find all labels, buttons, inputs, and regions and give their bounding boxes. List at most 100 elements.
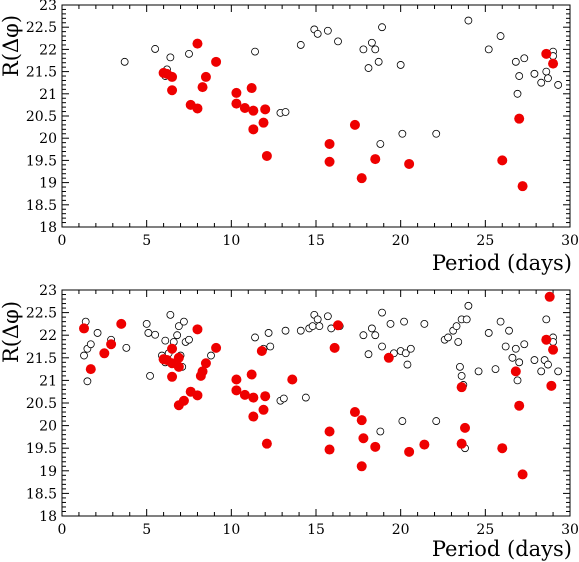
filled-data-point <box>260 104 271 115</box>
open-data-point <box>315 322 324 331</box>
filled-data-point <box>541 334 552 345</box>
filled-data-point <box>231 87 242 98</box>
open-data-point <box>296 41 305 49</box>
filled-data-point <box>548 344 559 355</box>
filled-data-point <box>85 364 96 375</box>
filled-data-point <box>167 85 178 96</box>
filled-data-point <box>248 392 259 403</box>
y-tick-label: 20.5 <box>26 109 57 125</box>
filled-data-point <box>106 339 117 350</box>
open-data-point <box>457 371 466 380</box>
open-data-point <box>511 57 520 66</box>
y-tick-label: 18.5 <box>26 486 57 502</box>
filled-data-point <box>497 443 508 454</box>
open-data-point <box>281 108 290 116</box>
x-tick-label: 15 <box>307 522 325 538</box>
open-data-point <box>161 336 170 345</box>
filled-data-point <box>192 38 203 49</box>
bottom-scatter-panel: 0 5 10 15 20 25 30 18 18.5 19 19.5 20 20.5 21 21.5 22 22… <box>0 283 579 561</box>
filled-data-point <box>356 461 367 472</box>
filled-data-point <box>116 318 127 329</box>
filled-data-point <box>192 324 203 335</box>
y-tick-label: 21 <box>39 373 57 389</box>
open-data-point <box>173 331 182 340</box>
top-axis-ticks: 0 5 10 15 20 25 30 18 18.5 19 19.5 20 20.5 21 21.5 22 22… <box>26 0 579 249</box>
x-tick-label: 0 <box>58 522 67 538</box>
y-tick-label: 19 <box>39 464 57 480</box>
open-data-point <box>80 351 88 360</box>
filled-data-point <box>211 342 222 353</box>
filled-data-point <box>541 48 552 59</box>
open-data-point <box>264 329 273 337</box>
filled-data-point <box>173 352 184 363</box>
open-data-point <box>279 394 288 403</box>
filled-data-point <box>248 105 259 116</box>
open-data-point <box>515 72 524 80</box>
top-x-axis-title: Period (days) <box>432 251 572 275</box>
filled-data-point <box>258 404 269 415</box>
filled-data-point <box>349 407 360 418</box>
open-data-point <box>122 343 131 352</box>
y-tick-label: 22 <box>39 42 57 58</box>
y-tick-label: 18.5 <box>26 198 57 214</box>
filled-data-point <box>231 374 242 385</box>
filled-data-point <box>460 422 471 433</box>
open-data-point <box>420 319 429 328</box>
filled-data-point <box>231 385 242 396</box>
open-data-point <box>301 393 310 402</box>
open-data-point <box>266 342 275 351</box>
open-data-point <box>511 344 520 353</box>
filled-data-point <box>356 415 367 426</box>
open-data-point <box>313 315 322 324</box>
filled-data-point <box>356 173 367 184</box>
open-data-point <box>185 335 193 344</box>
open-data-point <box>323 312 332 321</box>
y-tick-label: 20 <box>39 419 57 435</box>
open-data-point <box>544 74 552 83</box>
filled-data-point <box>261 438 272 449</box>
filled-data-point <box>173 361 184 372</box>
filled-data-point <box>248 411 259 422</box>
filled-data-point <box>404 158 415 169</box>
open-data-point <box>454 338 463 346</box>
open-data-point <box>456 362 464 371</box>
open-data-point <box>513 89 522 98</box>
open-data-point <box>378 23 386 32</box>
y-tick-label: 19 <box>39 176 57 192</box>
open-data-point <box>400 317 408 326</box>
open-data-point <box>515 358 524 367</box>
open-data-point <box>542 67 551 76</box>
open-data-point <box>544 360 552 369</box>
x-tick-label: 15 <box>307 233 325 249</box>
filled-data-point <box>99 348 110 359</box>
filled-data-point <box>329 342 340 353</box>
filled-data-point <box>261 150 272 161</box>
open-data-point <box>444 333 452 342</box>
filled-data-point <box>258 117 269 128</box>
filled-data-point <box>324 156 335 167</box>
open-data-point <box>207 351 215 360</box>
filled-data-point <box>517 469 528 480</box>
open-data-point <box>374 57 383 66</box>
open-data-point <box>398 129 407 138</box>
open-data-point <box>520 54 529 63</box>
filled-data-point <box>324 138 335 149</box>
filled-data-point <box>192 103 203 114</box>
y-tick-label: 19.5 <box>26 153 57 169</box>
bottom-plot-frame <box>61 289 571 517</box>
open-data-point <box>376 140 385 148</box>
filled-data-point <box>197 82 208 93</box>
open-data-point <box>464 16 473 25</box>
filled-data-point <box>456 382 467 393</box>
open-data-point <box>401 349 410 358</box>
open-data-point <box>376 427 385 436</box>
filled-data-point <box>246 83 257 94</box>
open-data-point <box>359 45 368 54</box>
open-data-point <box>542 315 551 324</box>
x-tick-label: 0 <box>58 233 67 249</box>
open-data-point <box>484 45 493 54</box>
filled-data-point <box>239 389 250 400</box>
open-data-point <box>398 417 407 425</box>
open-data-point <box>508 353 517 362</box>
